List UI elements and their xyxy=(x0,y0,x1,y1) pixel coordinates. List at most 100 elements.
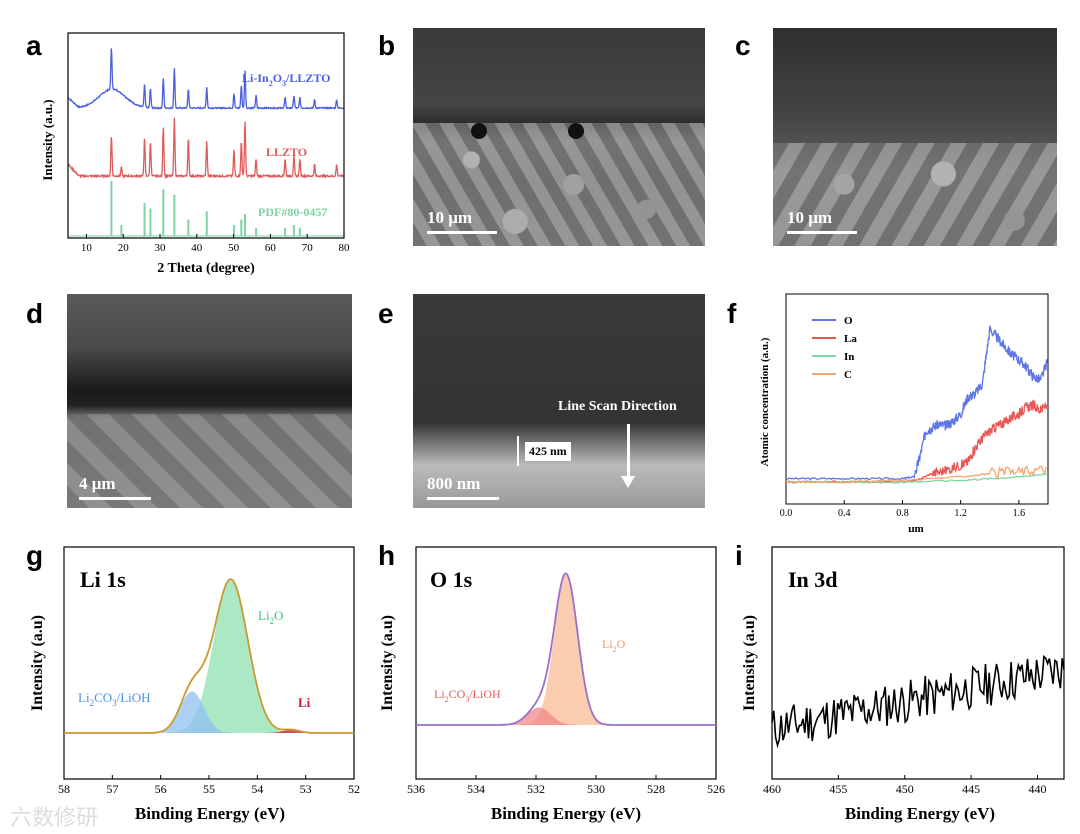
xrd-ylabel: Intensity (a.u.) xyxy=(40,99,55,180)
linescan-tick-label: 0.0 xyxy=(780,508,793,519)
o1s-tick-label: 532 xyxy=(527,782,545,796)
li1s-plot-area xyxy=(64,578,354,734)
scale-label-d: 4 μm xyxy=(79,474,116,493)
line-scan-arrow-head xyxy=(621,476,635,488)
xrd-tick-label: 80 xyxy=(339,242,351,254)
li1s-tick-label: 53 xyxy=(300,782,312,796)
o1s-tick-label: 530 xyxy=(587,782,605,796)
thickness-bracket xyxy=(517,436,519,466)
line-scan-arrow xyxy=(627,424,630,479)
scalebar-b: 10 μm xyxy=(427,208,507,234)
xrd-label-llzto: LLZTO xyxy=(266,145,307,159)
xrd-trace-0 xyxy=(67,48,345,111)
o1s-tick-label: 536 xyxy=(407,782,425,796)
in3d-ylabel: Intensity (a.u) xyxy=(741,615,758,711)
scale-label-b: 10 μm xyxy=(427,208,473,227)
xrd-frame xyxy=(67,32,345,239)
legend-label-O: O xyxy=(844,315,853,327)
li1s-xlabel: Binding Energy (eV) xyxy=(135,804,285,823)
o1s-component-Li2O xyxy=(416,574,716,725)
li1s-tick-label: 52 xyxy=(348,782,360,796)
legend-label-La: La xyxy=(844,333,857,345)
legend-label-In: In xyxy=(844,351,854,363)
in3d-trace xyxy=(771,654,1065,749)
scalebar-c: 10 μm xyxy=(787,208,867,234)
linescan-tick-label: 1.6 xyxy=(1013,508,1026,519)
xrd-tick-label: 70 xyxy=(302,242,314,254)
o1s-x-ticks: 536 534 532 530 528 526 xyxy=(407,775,725,796)
xps-li1s-chart: 58 57 56 55 54 53 52 Li 1s Binding Energy (eV)… xyxy=(30,546,360,823)
scalebar-e: 800 nm xyxy=(427,474,507,500)
xrd-label-li-in2o3: Li-In2O3/LLZTO xyxy=(242,71,331,88)
o1s-label-li2co3: Li2CO3/LiOH xyxy=(434,687,501,704)
li1s-x-ticks: 58 57 56 55 54 53 52 xyxy=(58,775,360,796)
li1s-tick-label: 58 xyxy=(58,782,70,796)
xrd-chart: 10 20 30 40 50 60 70 80 2 Theta (degree) Intens… xyxy=(40,32,350,276)
panel-label-c: c xyxy=(735,30,751,61)
panel-label-b: b xyxy=(378,30,396,61)
sem-image-e: 800 nm 425 nm Line Scan Direction xyxy=(413,294,705,508)
in3d-tick-label: 445 xyxy=(962,782,980,796)
panel-label-i: i xyxy=(735,540,743,571)
legend-label-C: C xyxy=(844,369,852,381)
o1s-ylabel: Intensity (a.u) xyxy=(380,615,396,711)
li1s-label-li2co3: Li2CO3/LiOH xyxy=(78,690,151,708)
o1s-xlabel: Binding Energy (eV) xyxy=(491,804,641,823)
scalebar-d: 4 μm xyxy=(79,474,159,500)
o1s-title: O 1s xyxy=(430,567,473,592)
linescan-plot-area xyxy=(785,325,1049,484)
xrd-trace-1 xyxy=(67,117,345,180)
li1s-tick-label: 54 xyxy=(251,782,263,796)
linescan-ylabel: Atomic concentration (a.u.) xyxy=(759,337,771,466)
o1s-envelope xyxy=(416,572,716,726)
in3d-tick-label: 455 xyxy=(829,782,847,796)
linescan-series-O xyxy=(785,325,1048,481)
o1s-tick-label: 526 xyxy=(707,782,725,796)
linescan-series-In xyxy=(786,472,1047,484)
o1s-label-li2o: Li2O xyxy=(602,637,626,654)
linescan-chart: 0.0 0.4 0.8 1.2 1.6 μm Atomic concentration … xyxy=(759,293,1049,532)
linescan-legend: O La In C xyxy=(812,315,857,381)
in3d-tick-label: 450 xyxy=(896,782,914,796)
xrd-tick-label: 50 xyxy=(228,242,240,254)
in3d-x-ticks: 460 455 450 445 440 xyxy=(763,775,1046,796)
li1s-component-Li2CO3/LiOH xyxy=(64,691,354,733)
xrd-x-ticks: 10 20 30 40 50 60 70 80 xyxy=(81,234,350,254)
sem-image-c: 10 μm xyxy=(773,28,1057,246)
xps-in3d-chart: 460 455 450 445 440 In 3d Binding Energy (eV… xyxy=(741,546,1065,823)
xrd-tick-label: 10 xyxy=(81,242,93,254)
scale-label-c: 10 μm xyxy=(787,208,833,227)
xrd-tick-label: 20 xyxy=(118,242,130,254)
linescan-tick-label: 1.2 xyxy=(954,508,967,519)
linescan-x-ticks: 0.0 0.4 0.8 1.2 1.6 xyxy=(780,500,1025,519)
li1s-tick-label: 56 xyxy=(155,782,167,796)
sem-image-b: 10 μm xyxy=(413,28,705,246)
o1s-tick-label: 528 xyxy=(647,782,665,796)
panel-label-a: a xyxy=(26,30,42,61)
in3d-frame xyxy=(771,546,1065,780)
linescan-tick-label: 0.8 xyxy=(896,508,909,519)
li1s-title: Li 1s xyxy=(80,567,126,592)
o1s-frame xyxy=(415,546,717,780)
linescan-xlabel: μm xyxy=(908,523,923,532)
xps-o1s-chart: 536 534 532 530 528 526 O 1s Binding Energy (… xyxy=(380,546,725,823)
linescan-series-C xyxy=(785,465,1048,484)
li1s-component-Li xyxy=(64,729,354,733)
xrd-xlabel: 2 Theta (degree) xyxy=(157,261,255,276)
linescan-tick-label: 0.4 xyxy=(838,508,851,519)
panel-label-f: f xyxy=(727,298,737,329)
panel-label-d: d xyxy=(26,298,44,329)
li1s-component-Li2O xyxy=(64,579,354,733)
in3d-plot-area xyxy=(771,654,1065,749)
xrd-plot-area xyxy=(67,48,345,237)
thickness-label: 425 nm xyxy=(525,442,571,461)
scale-label-e: 800 nm xyxy=(427,474,481,493)
li1s-ylabel: Intensity (a.u) xyxy=(30,615,46,711)
watermark: 六数修研 xyxy=(10,806,99,831)
xrd-tick-label: 30 xyxy=(155,242,167,254)
li1s-tick-label: 55 xyxy=(203,782,215,796)
o1s-plot-area xyxy=(416,572,716,726)
xrd-tick-label: 60 xyxy=(265,242,277,254)
in3d-title: In 3d xyxy=(788,567,838,592)
linescan-frame xyxy=(785,293,1049,505)
